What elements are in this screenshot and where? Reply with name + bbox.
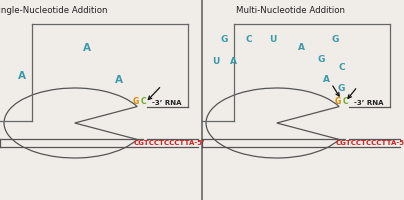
Text: C: C — [338, 64, 345, 72]
Text: A: A — [115, 75, 123, 85]
Wedge shape — [4, 88, 137, 158]
Text: Multi-Nucleotide Addition: Multi-Nucleotide Addition — [236, 6, 345, 15]
Text: G: G — [338, 84, 345, 93]
Text: U: U — [269, 36, 276, 45]
Text: C: C — [245, 36, 252, 45]
Text: G: G — [334, 97, 341, 106]
Text: G: G — [332, 36, 339, 45]
Text: CGTCCTCCCTTA-5’: CGTCCTCCCTTA-5’ — [133, 140, 205, 146]
Text: A: A — [83, 43, 91, 53]
Wedge shape — [206, 88, 339, 158]
Text: A: A — [18, 71, 26, 81]
Text: A: A — [230, 56, 237, 66]
Text: U: U — [213, 56, 220, 66]
Text: G: G — [221, 36, 228, 45]
Text: CGTCCTCCCTTA-5’: CGTCCTCCCTTA-5’ — [335, 140, 404, 146]
Text: G: G — [132, 97, 139, 106]
Text: Single-Nucleotide Addition: Single-Nucleotide Addition — [0, 6, 108, 15]
Text: G: G — [318, 55, 325, 64]
Text: A: A — [323, 74, 330, 84]
Text: -3’ RNA: -3’ RNA — [354, 100, 383, 106]
Text: -3’ RNA: -3’ RNA — [152, 100, 181, 106]
Text: C: C — [343, 97, 348, 106]
Text: C: C — [141, 97, 146, 106]
Text: A: A — [297, 44, 305, 52]
